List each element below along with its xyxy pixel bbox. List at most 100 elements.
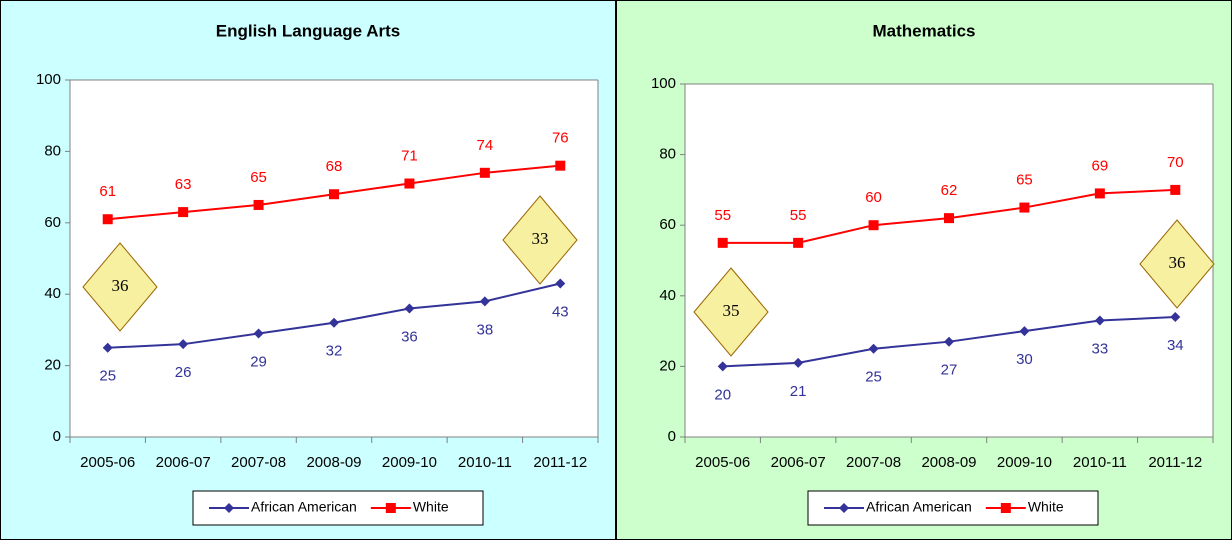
legend-marker xyxy=(224,503,234,513)
data-point xyxy=(102,342,113,353)
data-point xyxy=(404,178,415,189)
data-point xyxy=(479,296,490,307)
data-label: 20 xyxy=(714,386,731,403)
x-tick-label: 2005-06 xyxy=(80,454,135,471)
annotation-diamond xyxy=(502,195,578,285)
data-label: 38 xyxy=(477,321,494,338)
annotation-diamond xyxy=(82,242,158,332)
data-point xyxy=(1094,188,1105,199)
y-tick-label: 0 xyxy=(53,428,61,445)
x-tick-label: 2010-11 xyxy=(458,454,512,471)
data-point xyxy=(102,214,113,225)
data-point xyxy=(717,237,728,248)
data-label: 55 xyxy=(790,207,807,224)
y-tick-label: 20 xyxy=(44,357,61,374)
x-tick-label: 2010-11 xyxy=(1073,454,1127,471)
data-label: 29 xyxy=(250,353,267,370)
data-point xyxy=(868,343,879,354)
data-label: 76 xyxy=(552,130,569,147)
data-label: 65 xyxy=(1016,172,1033,189)
data-label: 26 xyxy=(175,364,192,381)
data-point xyxy=(555,160,566,171)
data-label: 36 xyxy=(401,328,418,345)
y-tick-label: 0 xyxy=(668,428,676,445)
legend-label: African American xyxy=(866,499,972,515)
data-point xyxy=(329,317,339,328)
x-tick-label: 2006-07 xyxy=(156,454,211,471)
data-point xyxy=(793,237,804,248)
y-tick-label: 60 xyxy=(659,216,676,233)
annotation: 36 xyxy=(112,276,129,295)
data-point xyxy=(944,213,954,224)
legend-label: White xyxy=(1028,499,1064,515)
y-tick-label: 20 xyxy=(659,357,676,374)
annotation: 36 xyxy=(1169,253,1186,272)
data-label: 70 xyxy=(1167,154,1184,171)
data-label: 63 xyxy=(175,176,192,193)
legend-marker xyxy=(839,503,849,513)
data-label: 65 xyxy=(250,169,267,186)
data-label: 30 xyxy=(1016,351,1033,368)
data-point xyxy=(1094,315,1105,326)
data-point xyxy=(404,303,415,314)
data-label: 32 xyxy=(326,343,343,360)
y-tick-label: 40 xyxy=(44,285,61,302)
data-point xyxy=(944,336,954,347)
legend-label: White xyxy=(413,499,449,515)
annotation: 35 xyxy=(723,301,740,320)
chart-title: Mathematics xyxy=(873,21,976,40)
x-tick-label: 2008-09 xyxy=(921,454,976,471)
data-point xyxy=(1170,184,1181,195)
data-point xyxy=(1019,326,1030,337)
data-point xyxy=(1019,202,1030,213)
x-tick-label: 2011-12 xyxy=(1148,454,1202,471)
data-label: 33 xyxy=(1092,340,1109,357)
y-tick-label: 40 xyxy=(659,287,676,304)
legend-label: African American xyxy=(251,499,357,515)
y-tick-label: 60 xyxy=(44,214,61,231)
x-tick-label: 2006-07 xyxy=(771,454,826,471)
plot-area xyxy=(685,84,1213,437)
data-point xyxy=(868,220,879,231)
x-tick-label: 2007-08 xyxy=(231,454,286,471)
data-point xyxy=(1170,311,1181,322)
data-label: 61 xyxy=(99,183,116,200)
data-point xyxy=(717,361,728,372)
plot-area xyxy=(70,80,598,437)
y-tick-label: 80 xyxy=(44,142,61,159)
x-tick-label: 2011-12 xyxy=(533,454,587,471)
data-label: 71 xyxy=(401,147,418,164)
data-label: 43 xyxy=(552,303,569,320)
data-label: 68 xyxy=(326,158,343,175)
data-label: 34 xyxy=(1167,337,1184,354)
data-label: 25 xyxy=(99,368,116,385)
data-label: 25 xyxy=(865,369,882,386)
data-point xyxy=(178,339,189,350)
data-point xyxy=(555,278,566,289)
data-label: 55 xyxy=(714,207,731,224)
data-point xyxy=(793,357,804,368)
x-tick-label: 2005-06 xyxy=(695,454,750,471)
legend-marker xyxy=(385,503,396,513)
y-tick-label: 100 xyxy=(36,71,61,88)
data-label: 27 xyxy=(941,362,958,379)
data-point xyxy=(253,328,264,339)
data-label: 62 xyxy=(941,182,958,199)
x-tick-label: 2007-08 xyxy=(846,454,901,471)
annotation-diamond xyxy=(1139,219,1215,309)
data-point xyxy=(253,199,264,210)
y-tick-label: 100 xyxy=(651,75,676,92)
data-label: 74 xyxy=(477,137,494,154)
x-tick-label: 2009-10 xyxy=(382,454,437,471)
x-tick-label: 2008-09 xyxy=(306,454,361,471)
legend-marker xyxy=(1000,503,1011,513)
annotation-diamond xyxy=(693,267,769,357)
data-point xyxy=(329,189,339,200)
data-point xyxy=(479,167,490,178)
data-label: 21 xyxy=(790,383,807,400)
annotation: 33 xyxy=(532,229,549,248)
y-tick-label: 80 xyxy=(659,146,676,163)
chart-title: English Language Arts xyxy=(216,21,401,40)
data-label: 69 xyxy=(1092,157,1109,174)
